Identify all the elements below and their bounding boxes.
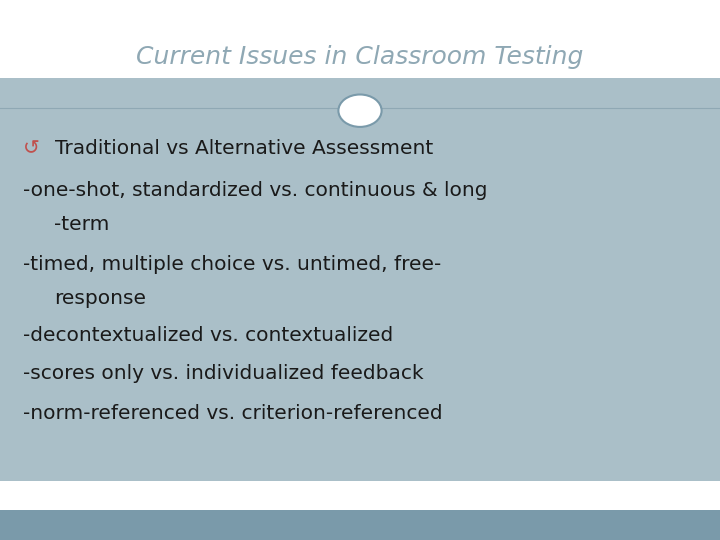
Text: -timed, multiple choice vs. untimed, free-: -timed, multiple choice vs. untimed, fre… — [23, 255, 441, 274]
Text: Traditional vs Alternative Assessment: Traditional vs Alternative Assessment — [55, 139, 433, 158]
FancyBboxPatch shape — [0, 510, 720, 540]
Text: ↺: ↺ — [23, 139, 40, 158]
Text: -norm-referenced vs. criterion-referenced: -norm-referenced vs. criterion-reference… — [23, 403, 443, 423]
FancyBboxPatch shape — [0, 0, 720, 105]
Circle shape — [338, 94, 382, 127]
Text: response: response — [54, 289, 146, 308]
Text: Current Issues in Classroom Testing: Current Issues in Classroom Testing — [136, 45, 584, 69]
Text: -term: -term — [54, 214, 109, 234]
Text: -scores only vs. individualized feedback: -scores only vs. individualized feedback — [23, 364, 423, 383]
Text: -decontextualized vs. contextualized: -decontextualized vs. contextualized — [23, 326, 393, 346]
Text: -one-shot, standardized vs. continuous & long: -one-shot, standardized vs. continuous &… — [23, 180, 487, 200]
FancyBboxPatch shape — [0, 78, 720, 481]
